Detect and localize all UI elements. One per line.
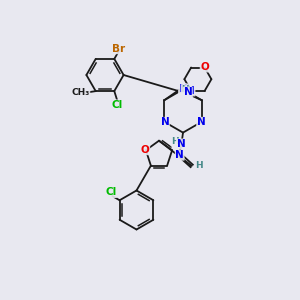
Text: CH₃: CH₃ <box>72 88 90 97</box>
Text: H: H <box>195 161 203 170</box>
Text: N: N <box>178 84 188 94</box>
Text: Cl: Cl <box>112 100 123 110</box>
Text: O: O <box>141 145 150 154</box>
Text: N: N <box>176 139 185 149</box>
Text: N: N <box>197 117 206 128</box>
Text: H: H <box>171 137 179 146</box>
Text: Br: Br <box>112 44 125 54</box>
Text: N: N <box>184 87 192 97</box>
Text: N: N <box>160 117 169 128</box>
Text: O: O <box>200 62 209 72</box>
Text: N: N <box>186 86 195 96</box>
Text: Cl: Cl <box>105 188 116 197</box>
Text: N: N <box>175 150 184 160</box>
Text: H: H <box>181 85 189 94</box>
